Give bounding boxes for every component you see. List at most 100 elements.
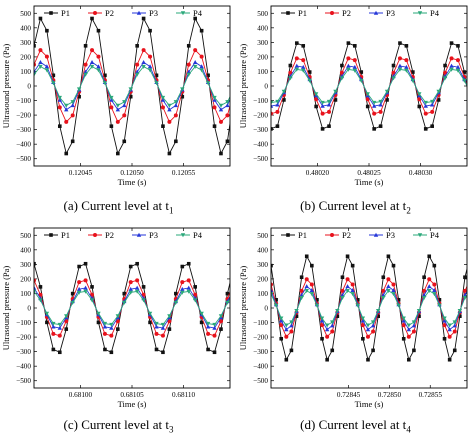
data-point-p4 (192, 64, 198, 69)
data-point-p1 (407, 357, 411, 362)
data-point-p1 (376, 314, 380, 318)
data-point-p1 (135, 44, 139, 48)
data-point-p1 (103, 73, 107, 78)
legend-marker-p3 (373, 10, 379, 15)
data-point-p2 (301, 58, 306, 63)
x-axis: 0.72845 0.72850 0.72855 (337, 228, 442, 399)
data-point-p2 (122, 113, 127, 118)
data-point-p2 (271, 111, 273, 116)
data-point-p4 (406, 323, 412, 328)
data-point-p3 (154, 324, 159, 329)
data-point-p4 (371, 100, 377, 105)
data-point-p1 (325, 357, 329, 362)
x-tick-label: 0.48025 (357, 169, 381, 177)
data-point-p4 (173, 100, 179, 105)
data-point-p4 (180, 87, 185, 92)
data-point-p4 (232, 87, 236, 91)
x-tick-label: 0.72845 (337, 391, 361, 399)
data-point-p1 (365, 104, 370, 109)
data-point-p3 (449, 63, 454, 68)
data-point-p1 (340, 275, 345, 280)
data-point-p4 (335, 309, 340, 314)
data-point-p2 (218, 119, 223, 124)
caption-b-text: (b) Current level at t (300, 198, 407, 213)
data-point-p2 (443, 70, 448, 75)
data-point-p2 (109, 105, 114, 110)
legend-label-p1: P1 (298, 8, 307, 18)
data-point-p4 (384, 89, 390, 94)
data-point-p4 (205, 321, 211, 326)
data-point-p1 (401, 336, 406, 341)
data-point-p2 (135, 62, 140, 67)
data-point-p4 (370, 320, 376, 325)
data-point-p1 (442, 336, 447, 341)
series-p1 (271, 41, 467, 131)
chart-a: −500 −400 −300 −200 −100 0 100 200 300 400 500 0.12… (1, 5, 236, 187)
data-point-p1 (288, 63, 293, 68)
x-axis-title: Time (s) (118, 177, 147, 187)
data-point-p1 (404, 44, 409, 48)
data-point-p2 (320, 111, 325, 116)
y-tick-label: −500 (253, 377, 268, 385)
data-point-p2 (452, 329, 457, 334)
data-point-p2 (232, 90, 236, 94)
data-point-p3 (406, 327, 412, 332)
series-line-p1 (271, 42, 467, 130)
data-point-p2 (160, 105, 165, 110)
data-point-p2 (391, 70, 396, 75)
data-point-p4 (314, 303, 320, 308)
data-point-p1 (462, 70, 467, 74)
legend-label-p4: P4 (193, 8, 203, 18)
data-point-p4 (141, 298, 146, 303)
legend-label-p4: P4 (430, 8, 440, 18)
legend-marker-p2 (330, 233, 334, 237)
data-point-p1 (225, 291, 230, 296)
x-tick-label: 0.72855 (419, 391, 443, 399)
legend-marker-p4 (417, 11, 423, 16)
data-point-p2 (468, 277, 472, 281)
data-point-p2 (294, 56, 299, 61)
series-line-p2 (271, 57, 467, 115)
data-point-p1 (161, 124, 165, 128)
y-tick-label: −400 (16, 141, 31, 149)
x-axis: 0.12045 0.12050 0.12055 (69, 6, 196, 177)
data-point-p1 (135, 261, 139, 266)
y-tick-label: −300 (253, 126, 268, 134)
data-point-p2 (469, 97, 473, 101)
caption-a: (a) Current level at t1 (0, 198, 237, 216)
y-tick-label: −100 (16, 319, 31, 327)
data-point-p2 (167, 119, 172, 124)
data-point-p3 (275, 102, 280, 107)
data-point-p3 (34, 69, 37, 74)
data-point-p4 (128, 290, 133, 295)
data-point-p4 (301, 68, 306, 73)
data-point-p1 (77, 94, 81, 99)
data-point-p2 (90, 292, 95, 297)
data-point-p1 (304, 254, 309, 259)
data-point-p3 (199, 64, 204, 69)
data-point-p2 (90, 48, 95, 53)
data-point-p2 (422, 288, 427, 293)
caption-d-subscript: 4 (406, 424, 411, 435)
data-point-p4 (167, 314, 172, 319)
data-point-p2 (417, 97, 422, 102)
y-tick-label: −100 (16, 97, 31, 105)
data-point-p4 (115, 103, 121, 108)
data-point-p3 (455, 64, 461, 69)
y-tick-label: 400 (257, 246, 268, 254)
data-point-p4 (340, 296, 345, 301)
data-point-p3 (309, 288, 315, 293)
data-point-p2 (271, 282, 273, 287)
data-point-p4 (109, 95, 114, 100)
data-point-p1 (371, 348, 375, 353)
data-point-p3 (284, 327, 289, 332)
data-point-p2 (57, 333, 62, 338)
data-point-p3 (352, 64, 358, 69)
data-point-p4 (345, 289, 350, 294)
legend-label-p1: P1 (298, 230, 307, 240)
data-point-p2 (325, 334, 330, 339)
data-point-p1 (174, 291, 178, 296)
y-tick-label: −400 (253, 363, 268, 371)
data-point-p1 (443, 63, 447, 68)
series-p1 (271, 254, 467, 362)
